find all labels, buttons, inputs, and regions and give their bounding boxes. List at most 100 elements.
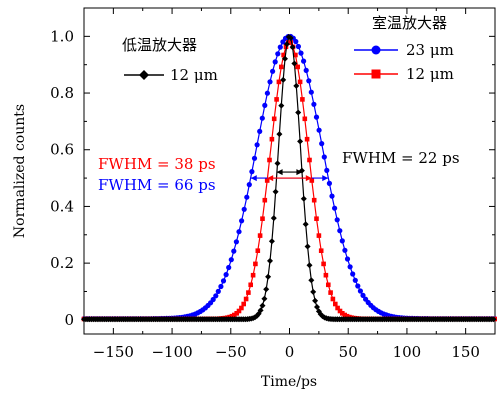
data-point — [310, 288, 317, 295]
data-point — [355, 283, 361, 289]
data-point — [337, 228, 343, 234]
data-point — [323, 272, 329, 278]
data-point — [302, 221, 309, 228]
data-point — [332, 205, 338, 211]
data-point — [280, 76, 287, 83]
data-point — [283, 41, 290, 48]
data-point — [307, 157, 312, 163]
legend-room-temp: 室温放大器 23 μm 12 μm — [354, 14, 454, 83]
data-point — [311, 197, 317, 203]
data-point — [303, 67, 309, 73]
data-point — [261, 295, 268, 302]
legend-cryogenic-title: 低温放大器 — [122, 36, 197, 54]
data-point — [215, 288, 221, 294]
data-point — [257, 233, 263, 238]
data-point — [312, 297, 319, 304]
data-point — [223, 272, 229, 278]
data-point — [308, 277, 315, 284]
data-point — [306, 78, 312, 84]
data-point — [239, 218, 245, 224]
fwhm-arrow-head-left — [267, 175, 274, 182]
data-point — [302, 116, 308, 122]
data-point — [293, 52, 298, 58]
data-point — [309, 178, 315, 183]
data-point — [241, 206, 247, 212]
data-point — [264, 178, 270, 183]
legend-room-temp-title: 室温放大器 — [372, 14, 447, 32]
data-point — [264, 90, 270, 96]
data-point — [272, 59, 278, 65]
data-point — [319, 141, 325, 147]
y-tick-label: 0.8 — [50, 84, 74, 102]
data-point — [308, 89, 314, 95]
x-tick-label: −50 — [215, 343, 247, 361]
x-axis-title: Time/ps — [261, 374, 317, 390]
data-point — [253, 261, 258, 267]
data-point — [275, 51, 281, 57]
fwhm-arrow-head-right — [305, 175, 312, 182]
data-point — [321, 154, 327, 160]
x-tick-label: 100 — [393, 343, 422, 361]
data-point — [357, 288, 363, 294]
data-point — [293, 82, 300, 89]
legend-room-temp-marker-23 — [371, 45, 381, 55]
data-point — [271, 116, 277, 122]
fwhm-arrow-head-right — [322, 175, 329, 182]
data-point — [318, 248, 324, 253]
data-point — [254, 142, 260, 148]
data-point — [274, 97, 279, 102]
data-point — [246, 290, 251, 295]
legend-room-temp-label-12: 12 μm — [406, 65, 454, 83]
data-point — [246, 182, 252, 188]
data-point — [304, 243, 311, 250]
data-point — [293, 38, 299, 45]
y-tick-label: 0.4 — [50, 197, 74, 215]
data-point — [311, 101, 317, 107]
data-point — [300, 195, 307, 202]
data-point — [490, 316, 497, 323]
data-point — [344, 313, 350, 319]
data-point — [295, 109, 302, 116]
data-point — [270, 215, 277, 222]
x-tick-label: 0 — [285, 343, 295, 361]
data-point — [231, 248, 237, 254]
y-axis-title: Normalized counts — [12, 104, 28, 238]
y-tick-label: 0 — [64, 311, 74, 329]
data-point — [220, 278, 227, 284]
data-point — [298, 50, 304, 56]
data-point — [251, 155, 258, 161]
data-point — [228, 257, 234, 263]
data-point — [268, 238, 275, 245]
data-point — [313, 114, 320, 120]
data-point — [314, 304, 320, 310]
data-point — [232, 312, 237, 318]
data-point — [259, 302, 266, 309]
data-point — [344, 256, 351, 262]
data-point — [233, 239, 239, 245]
data-point — [226, 264, 232, 271]
data-point — [257, 307, 264, 314]
data-point — [269, 136, 275, 142]
data-point — [289, 44, 296, 51]
data-point — [279, 64, 284, 70]
x-tick-label: −100 — [151, 343, 192, 361]
y-tick-label: 0.6 — [50, 141, 74, 159]
data-point — [342, 247, 348, 253]
data-point — [329, 193, 335, 199]
fwhm-arrow-head-left — [250, 175, 257, 182]
data-point — [227, 314, 232, 320]
legend-room-temp-label-23: 23 μm — [406, 41, 454, 59]
data-point — [347, 264, 353, 270]
data-point — [236, 229, 242, 235]
annotation-fwhm-38: FWHM = 38 ps — [98, 155, 216, 173]
data-point — [306, 262, 313, 269]
data-point — [288, 40, 293, 45]
annotation-fwhm-66: FWHM = 66 ps — [98, 176, 216, 194]
data-point — [267, 257, 273, 264]
data-point — [262, 102, 268, 108]
data-point — [262, 197, 268, 203]
data-point — [335, 305, 340, 311]
data-point — [249, 169, 255, 175]
data-point — [316, 233, 322, 238]
y-tick-label: 1.0 — [50, 27, 74, 45]
